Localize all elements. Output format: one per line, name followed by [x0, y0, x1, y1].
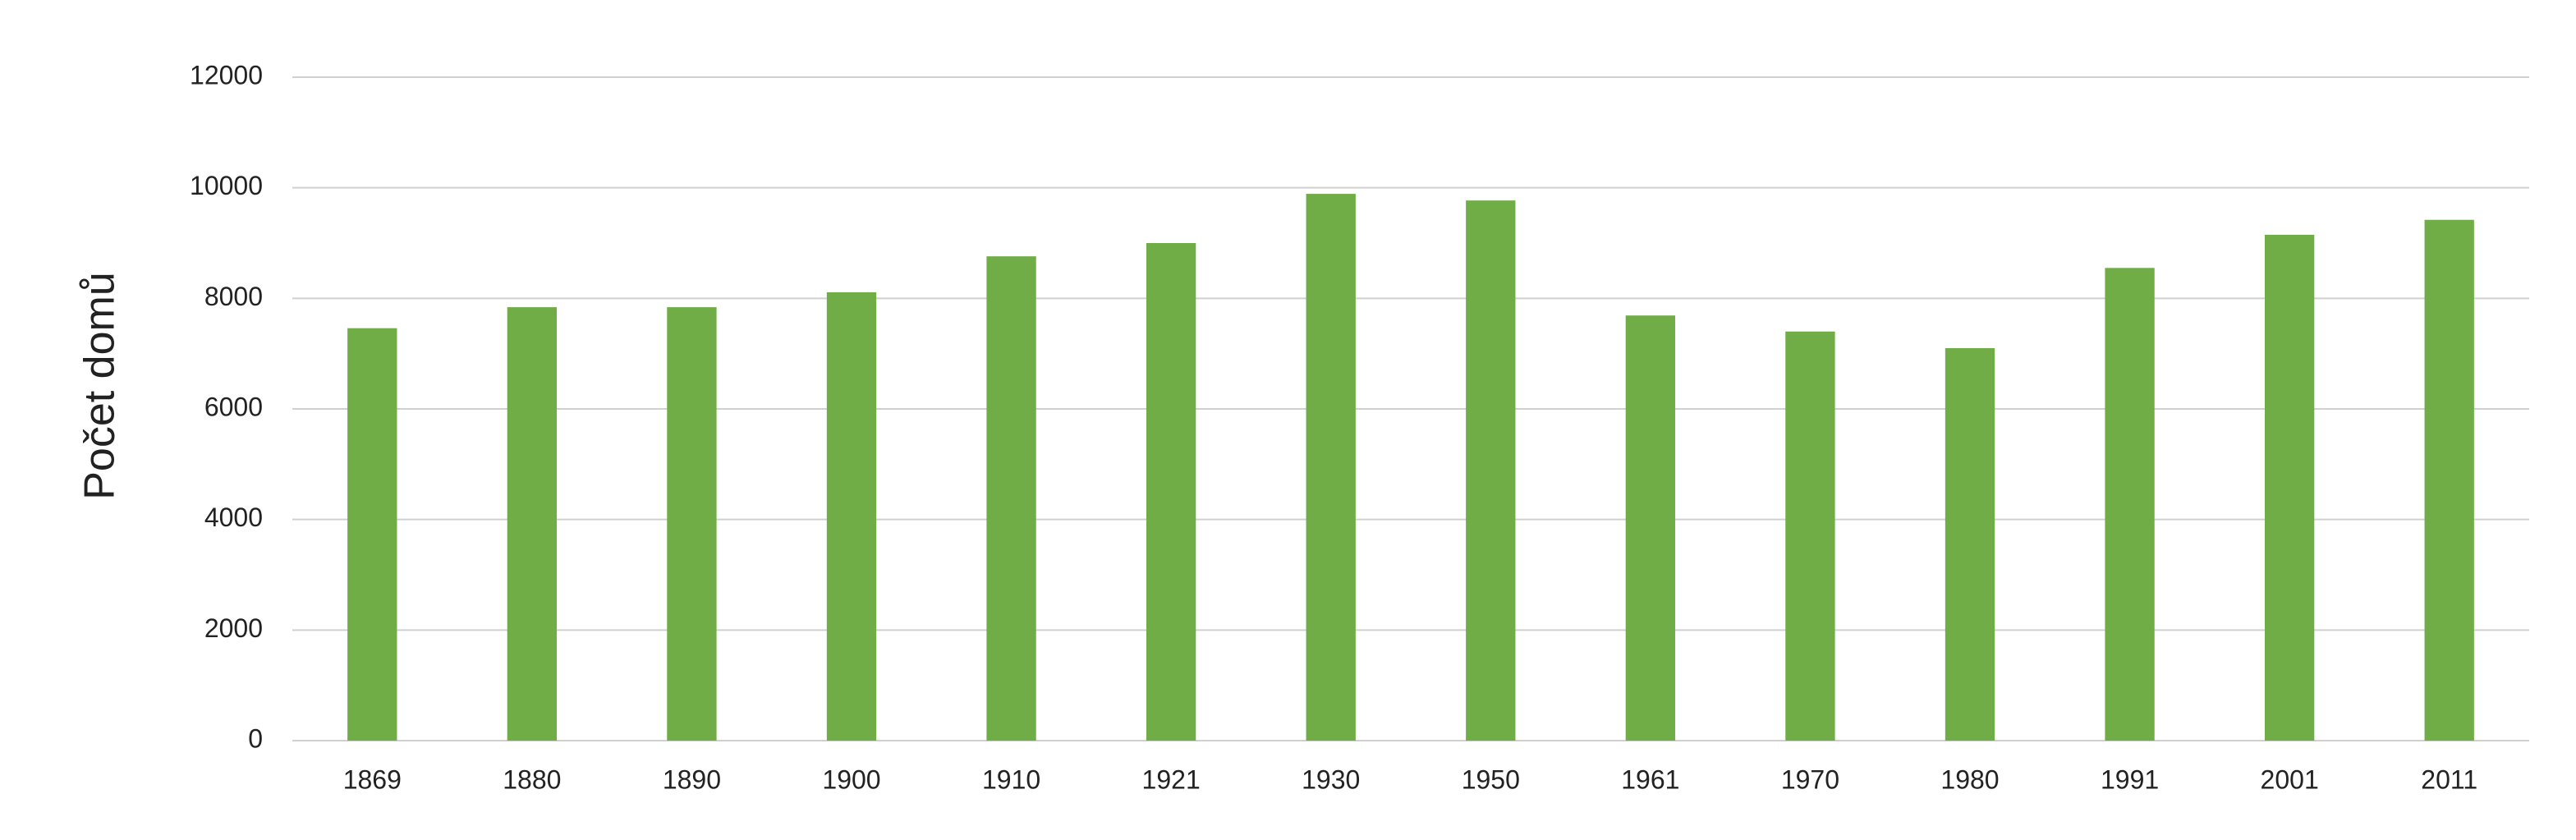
x-tick-label: 1880 — [503, 764, 561, 794]
bar — [1146, 243, 1196, 741]
y-tick-label: 10000 — [190, 171, 263, 200]
bar — [667, 307, 717, 741]
y-tick-label: 2000 — [204, 613, 263, 643]
x-tick-label: 1970 — [1781, 764, 1839, 794]
bar — [347, 328, 397, 741]
x-tick-label: 1961 — [1621, 764, 1679, 794]
y-tick-label: 0 — [248, 723, 263, 753]
bar — [1466, 200, 1516, 741]
x-tick-label: 1980 — [1940, 764, 1999, 794]
bar — [2264, 234, 2315, 741]
y-axis-label: Počet domů — [76, 272, 124, 500]
y-tick-label: 12000 — [190, 60, 263, 90]
y-tick-label: 4000 — [204, 503, 263, 532]
x-tick-label: 1900 — [822, 764, 880, 794]
x-tick-label: 1930 — [1302, 764, 1360, 794]
bar — [507, 307, 558, 741]
bar — [1945, 347, 1995, 741]
x-tick-label: 1991 — [2101, 764, 2159, 794]
x-tick-label: 2001 — [2261, 764, 2319, 794]
x-tick-label: 1921 — [1142, 764, 1201, 794]
y-tick-label: 8000 — [204, 282, 263, 311]
x-tick-label: 1910 — [982, 764, 1040, 794]
bar — [2424, 219, 2474, 741]
y-tick-label: 6000 — [204, 392, 263, 421]
x-tick-label: 2011 — [2421, 764, 2477, 794]
x-tick-label: 1869 — [343, 764, 402, 794]
bar — [1306, 194, 1356, 741]
bar — [1785, 331, 1835, 741]
bar — [1625, 315, 1676, 741]
bar — [986, 256, 1036, 741]
bar — [826, 291, 877, 741]
x-tick-label: 1890 — [663, 764, 721, 794]
bar — [2105, 268, 2155, 741]
x-tick-label: 1950 — [1462, 764, 1520, 794]
